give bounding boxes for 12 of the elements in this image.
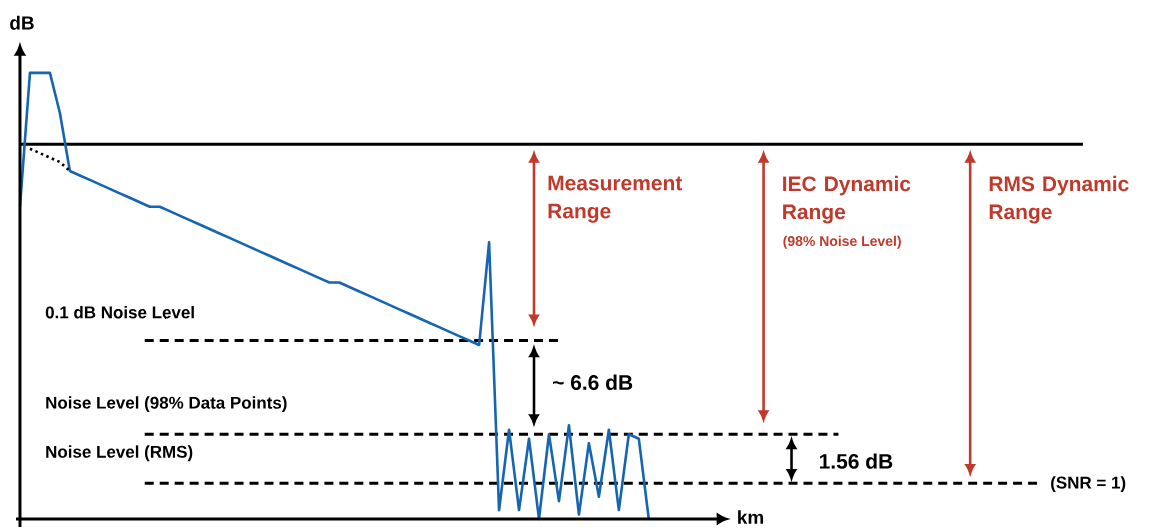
x-axis-title: km: [738, 510, 764, 524]
annotation: ~ 6.6 dB: [553, 374, 633, 390]
text: (SNR = 1): [1051, 476, 1126, 492]
ref-line-label: Noise Level (98% Data Points): [46, 396, 287, 413]
y-axis-title: dB: [10, 15, 34, 30]
annotation: Measurement Range: [548, 175, 683, 223]
ref-line-label: 0.1 dB Noise Level: [45, 305, 194, 319]
text: 1.56 dB: [819, 453, 893, 469]
text: RMS Dynamic Range: [989, 175, 1129, 224]
text: IEC Dynamic Range: [783, 175, 911, 224]
text: (98% Noise Level): [783, 235, 901, 249]
ref-line-label: Noise Level (RMS): [46, 445, 193, 462]
